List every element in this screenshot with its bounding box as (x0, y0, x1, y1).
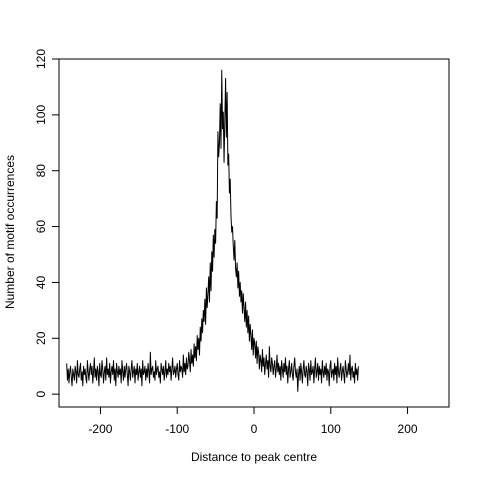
x-tick-label: -200 (88, 422, 112, 436)
y-tick-label: 40 (34, 275, 48, 289)
y-tick-label: 100 (34, 105, 48, 125)
y-tick-label: 120 (34, 49, 48, 69)
x-tick-label: 100 (321, 422, 341, 436)
series-line (66, 69, 359, 392)
y-tick-label: 0 (34, 390, 48, 397)
y-tick-label: 60 (34, 220, 48, 234)
x-tick-label: -100 (165, 422, 189, 436)
series-layer (66, 69, 359, 392)
y-axis: 0 20 40 60 80 100 120 (34, 49, 60, 397)
y-axis-label: Number of motif occurrences (3, 155, 17, 309)
x-tick-label: 0 (251, 422, 258, 436)
x-axis-label: Distance to peak centre (191, 450, 317, 464)
y-tick-label: 20 (34, 331, 48, 345)
y-tick-label: 80 (34, 164, 48, 178)
x-tick-label: 200 (398, 422, 418, 436)
x-axis: -200 -100 0 100 200 (88, 406, 418, 436)
